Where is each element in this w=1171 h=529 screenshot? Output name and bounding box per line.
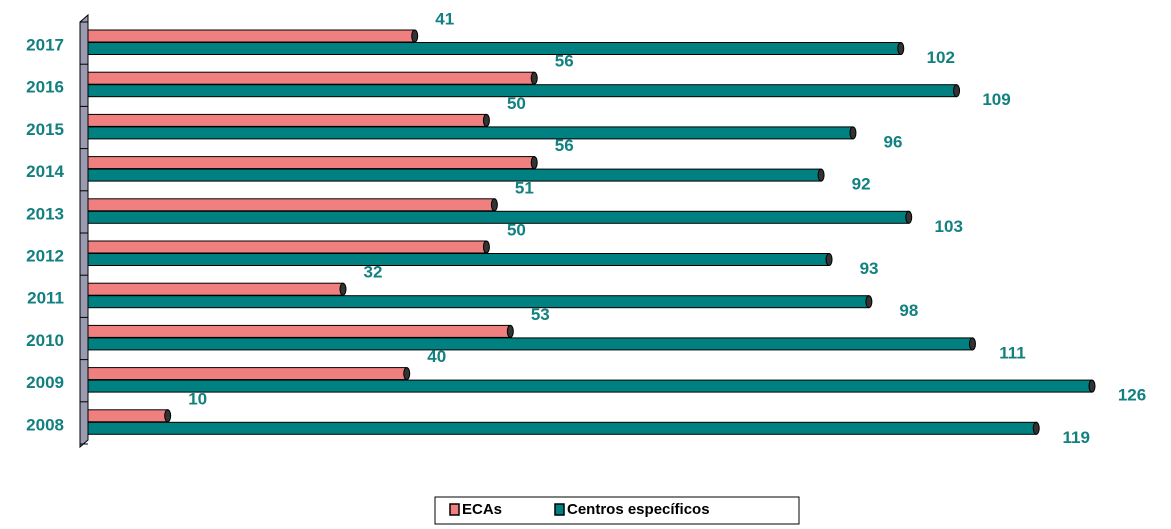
- data-label: 40: [427, 347, 446, 366]
- bar-end: [905, 210, 913, 224]
- bar-end: [530, 156, 538, 170]
- bar: [87, 29, 416, 43]
- bar: [87, 295, 870, 309]
- bar: [87, 42, 902, 55]
- data-label: 56: [555, 52, 574, 71]
- bar-end: [164, 409, 172, 423]
- legend-swatch: [554, 503, 565, 516]
- bar-end: [490, 198, 498, 212]
- data-label: 119: [1063, 428, 1090, 447]
- bar: [87, 421, 1037, 435]
- bar-end: [530, 71, 538, 85]
- legend-label: ECAs: [462, 501, 502, 518]
- data-label: 96: [883, 132, 902, 151]
- legend: [434, 496, 800, 525]
- data-label: 53: [531, 305, 550, 324]
- bar-end: [339, 282, 347, 296]
- bar-end: [482, 113, 490, 127]
- data-label: 93: [860, 259, 879, 278]
- bar: [87, 210, 910, 224]
- bar: [87, 156, 535, 170]
- bar-end: [482, 240, 490, 254]
- data-label: 32: [364, 263, 383, 282]
- bar: [87, 198, 495, 212]
- bar-end: [1088, 379, 1096, 393]
- y-tick-label: 2011: [27, 289, 64, 308]
- legend-label: Centros específicos: [567, 501, 710, 518]
- data-label: 111: [999, 343, 1026, 362]
- y-tick-label: 2015: [26, 120, 64, 139]
- bar: [87, 168, 822, 182]
- data-label: 102: [927, 48, 955, 67]
- bar: [87, 379, 1093, 393]
- data-label: 51: [515, 178, 534, 197]
- bar-end: [825, 253, 833, 266]
- bar-end: [968, 337, 976, 351]
- bar-end: [953, 84, 961, 98]
- bar: [87, 126, 854, 140]
- data-label: 98: [899, 301, 918, 320]
- y-tick-label: 2008: [26, 415, 64, 434]
- y-tick-label: 2010: [26, 331, 64, 350]
- bar-end: [506, 324, 514, 338]
- bar-end: [865, 295, 873, 309]
- data-label: 103: [935, 217, 963, 236]
- axis-wall: [79, 13, 89, 449]
- data-label: 50: [507, 94, 526, 113]
- bar-end: [817, 168, 825, 182]
- bar-end: [1032, 421, 1040, 435]
- data-label: 56: [555, 136, 574, 155]
- data-label: 41: [435, 9, 454, 28]
- bar: [87, 367, 408, 381]
- bar: [87, 240, 487, 254]
- y-tick-label: 2017: [26, 35, 64, 54]
- y-tick-label: 2016: [26, 78, 64, 97]
- bar: [87, 113, 487, 127]
- y-tick-label: 2012: [26, 246, 64, 265]
- bar: [87, 71, 535, 85]
- data-label: 109: [982, 90, 1010, 109]
- bar: [87, 409, 169, 423]
- data-label: 10: [188, 389, 207, 408]
- data-label: 126: [1118, 386, 1146, 405]
- bar: [87, 324, 511, 338]
- data-label: 92: [852, 175, 871, 194]
- bar: [87, 337, 973, 351]
- bar-end: [411, 29, 419, 43]
- bar: [87, 253, 830, 266]
- bar-end: [849, 126, 857, 140]
- legend-swatch: [449, 503, 460, 516]
- y-tick-label: 2013: [26, 204, 64, 223]
- y-tick-label: 2014: [26, 162, 64, 181]
- data-label: 50: [507, 220, 526, 239]
- bar-end: [403, 367, 411, 381]
- bar-end: [897, 42, 905, 55]
- bar: [87, 282, 344, 296]
- y-tick-label: 2009: [26, 373, 64, 392]
